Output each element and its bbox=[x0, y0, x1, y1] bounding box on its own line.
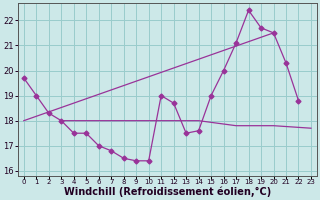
X-axis label: Windchill (Refroidissement éolien,°C): Windchill (Refroidissement éolien,°C) bbox=[64, 187, 271, 197]
